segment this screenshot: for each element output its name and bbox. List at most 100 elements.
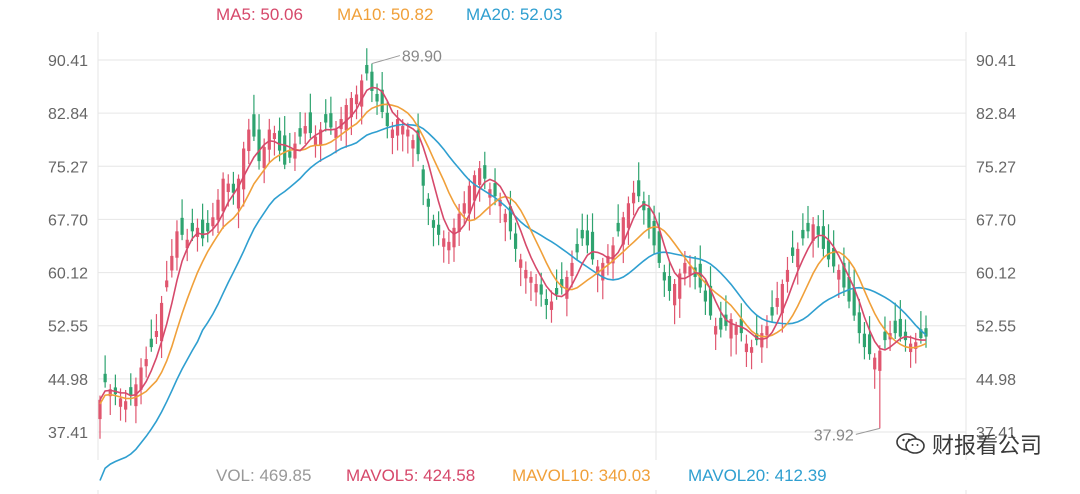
candle (549, 290, 554, 323)
ma20-line (99, 123, 927, 481)
candle (478, 161, 482, 202)
candle (231, 171, 235, 205)
candle-body (360, 80, 364, 107)
candle-body (878, 350, 882, 371)
candle (667, 261, 672, 301)
candle (606, 244, 610, 276)
candle (252, 94, 256, 142)
candle (816, 215, 820, 248)
candle-body (862, 333, 867, 348)
candle-body (498, 199, 502, 207)
candle-body (349, 97, 353, 118)
candle-body (549, 301, 554, 310)
y-tick-label-right: 67.70 (976, 212, 1016, 229)
watermark-text: 财报看公司 (931, 434, 1042, 459)
candle (729, 313, 733, 357)
candle (493, 168, 497, 206)
candle (775, 281, 779, 315)
candle-body (344, 104, 348, 131)
candle-body (457, 213, 461, 232)
candle (534, 273, 538, 307)
candle-body (129, 387, 133, 396)
candle (519, 253, 523, 287)
candle (826, 224, 831, 268)
candle (744, 334, 749, 367)
candle (165, 260, 169, 292)
candle-body (395, 119, 400, 136)
candle-body (447, 241, 451, 251)
candle-body (154, 330, 159, 337)
candle-body (837, 269, 841, 280)
candle (118, 388, 123, 421)
candle-body (426, 198, 430, 207)
y-tick-label-left: 60.12 (48, 266, 88, 283)
candle-body (98, 399, 102, 420)
candle-body (585, 230, 589, 246)
candle-body (734, 326, 738, 335)
candle-body (852, 287, 856, 316)
candle-body (919, 329, 923, 339)
candle (924, 315, 928, 348)
candle-body (873, 357, 877, 370)
y-tick-label-right: 90.41 (976, 53, 1016, 70)
candle (437, 211, 441, 246)
candle (334, 120, 338, 154)
candle (103, 355, 107, 388)
candle-body (775, 298, 779, 307)
candle-body (416, 130, 420, 155)
candle (852, 269, 856, 321)
candle (431, 214, 436, 247)
y-tick-label-right: 52.55 (976, 319, 1016, 336)
candle (277, 117, 282, 162)
candle-body (472, 175, 477, 201)
candle-body (714, 326, 718, 335)
candle-body (190, 222, 194, 232)
candle-body (524, 269, 528, 279)
candle-body (478, 168, 482, 185)
candle-body (857, 312, 861, 334)
candle (873, 353, 877, 389)
candle (791, 230, 795, 263)
candle-body (580, 229, 584, 239)
candle-body (149, 338, 153, 348)
candle (129, 373, 133, 406)
candle-body (611, 245, 615, 264)
candle (575, 228, 579, 261)
candle (878, 345, 882, 429)
candle-body (437, 224, 441, 235)
candle (626, 196, 631, 245)
candle-body (267, 129, 271, 150)
candle (324, 99, 328, 132)
candle (442, 230, 446, 263)
price-annotations: 89.90 37.92 (371, 49, 880, 444)
candle-body (570, 262, 574, 277)
candle-body (467, 185, 471, 214)
candle-body (159, 302, 164, 342)
candle-body (483, 165, 487, 179)
candle (796, 242, 800, 285)
candle-body (683, 262, 687, 274)
candle-body (206, 222, 210, 232)
candle (647, 194, 651, 239)
candle (621, 211, 625, 264)
candle-body (108, 389, 112, 397)
candle (262, 138, 266, 184)
y-tick-label-right: 44.98 (976, 372, 1016, 389)
candle-body (252, 114, 256, 137)
candle-body (216, 199, 220, 220)
candle-body (180, 217, 184, 235)
candle (452, 218, 456, 262)
candle-body (221, 178, 225, 212)
candle (801, 213, 805, 246)
candle (416, 113, 420, 162)
candle-body (729, 319, 733, 339)
grid-lines (97, 32, 967, 494)
candle-body (118, 398, 123, 407)
candle-body (596, 266, 600, 275)
y-tick-label-left: 67.70 (48, 212, 88, 229)
candle-body (508, 206, 513, 232)
candle-body (832, 247, 836, 267)
candle (760, 324, 764, 363)
candle-body (262, 147, 266, 168)
